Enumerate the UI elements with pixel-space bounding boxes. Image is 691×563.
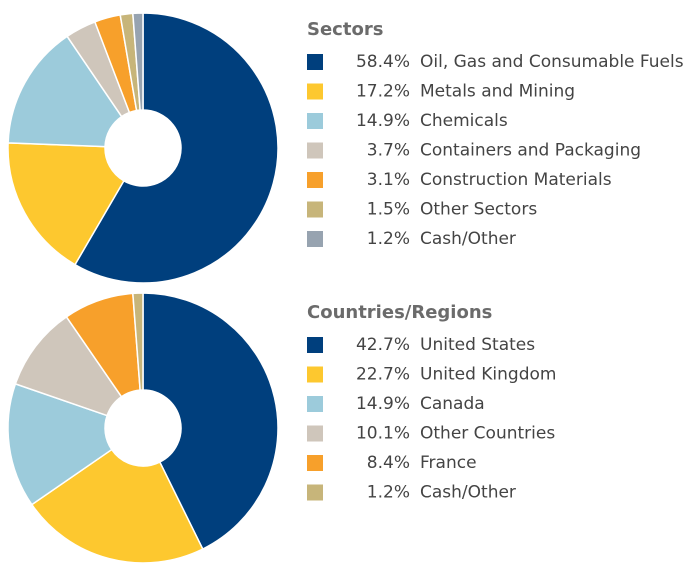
donut-slice	[30, 448, 204, 563]
donut-slice	[7, 382, 113, 506]
legend-label: Cash/Other	[420, 483, 516, 503]
donut-slice	[7, 142, 125, 266]
legend-label: France	[420, 453, 477, 473]
legend-label: Cash/Other	[420, 229, 516, 249]
legend-label: Other Countries	[420, 424, 555, 444]
donut-slice	[73, 12, 279, 284]
legend-value: 42.7%	[356, 335, 410, 355]
legend-swatch	[307, 366, 323, 383]
legend-swatch	[307, 396, 323, 412]
legend-swatch	[307, 142, 323, 159]
legend-swatch	[307, 337, 323, 353]
legend-title: Countries/Regions	[307, 302, 492, 323]
legend-swatch	[307, 484, 323, 501]
donut-slice	[132, 292, 144, 391]
legend-swatch	[307, 425, 323, 442]
legend-label: United States	[420, 335, 535, 355]
donut-slice	[132, 12, 144, 111]
legend-value: 8.4%	[367, 453, 410, 473]
legend-value: 3.1%	[367, 170, 410, 190]
legend-label: Metals and Mining	[420, 82, 575, 102]
legend-value: 14.9%	[356, 111, 410, 131]
legend-label: United Kingdom	[420, 365, 556, 385]
legend-label: Canada	[420, 394, 485, 414]
legend-value: 3.7%	[367, 141, 410, 161]
legend-value: 14.9%	[356, 394, 410, 414]
donut-slice	[7, 35, 123, 148]
donut-slice	[142, 292, 279, 551]
legend-swatch	[307, 455, 323, 471]
legend-swatch	[307, 83, 323, 100]
legend-swatch	[307, 231, 323, 247]
legend-value: 1.5%	[367, 200, 410, 220]
legend-value: 1.2%	[367, 229, 410, 249]
legend-title: Sectors	[307, 19, 383, 40]
legend-label: Containers and Packaging	[420, 141, 641, 161]
legend-label: Chemicals	[420, 111, 508, 131]
legend-value: 1.2%	[367, 483, 410, 503]
legend-value: 22.7%	[356, 365, 410, 385]
legend-label: Other Sectors	[420, 200, 537, 220]
legend-value: 10.1%	[356, 424, 410, 444]
legend-swatch	[307, 172, 323, 188]
legend-value: 58.4%	[356, 52, 410, 72]
legend-value: 17.2%	[356, 82, 410, 102]
legend-swatch	[307, 113, 323, 129]
legend-label: Construction Materials	[420, 170, 612, 190]
legend-label: Oil, Gas and Consumable Fuels	[420, 52, 684, 72]
legend-swatch	[307, 201, 323, 218]
legend-swatch	[307, 54, 323, 70]
